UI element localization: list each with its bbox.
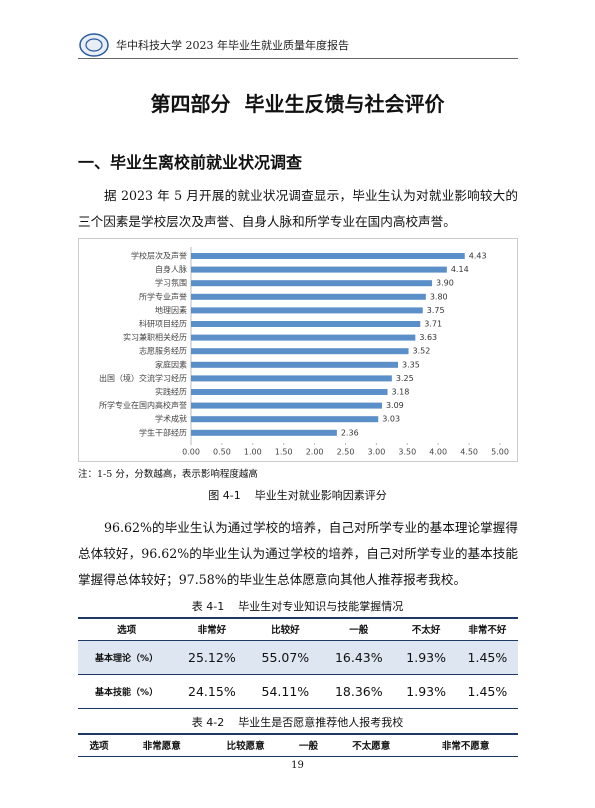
y-tick-label: 学术成就 [155,414,187,424]
data-label: 3.80 [430,292,448,301]
cell: 1.45% [467,683,508,699]
header-cell: 选项 [117,625,137,637]
bar [191,389,388,395]
y-tick-label: 科研项目经历 [139,319,187,329]
paragraph: 据 2023 年 5 月开展的就业状况调查显示，毕业生认为对就业影响较大的三个因… [78,188,518,229]
x-tick-label: 1.00 [244,448,262,457]
data-label: 3.71 [424,320,442,329]
data-label: 3.18 [392,388,410,397]
table: 选项 非常愿意 比较愿意 一般 不太愿意 非常不愿意 [78,733,518,757]
header-rule [78,58,518,59]
bar [191,361,399,368]
data-label: 3.63 [419,333,437,342]
paragraph: 96.62%的毕业生认为通过学校的培养，自己对所学专业的基本理论掌握得总体较好，… [78,520,518,587]
logo [79,33,109,57]
header-cell: 非常好 [197,625,227,637]
chart-frame [78,238,518,462]
data-label: 3.25 [396,374,414,383]
header-cell: 一般 [349,625,369,637]
header-cell: 非常不愿意 [441,741,490,753]
header-row: 选项 非常好 比较好 一般 不太好 非常不好 [78,618,518,640]
data-label: 3.75 [427,306,445,315]
data-label: 4.43 [469,252,487,261]
data-label: 3.90 [436,279,454,288]
bar [191,416,379,423]
x-tick-label: 4.00 [429,448,447,457]
bar [191,253,465,259]
y-tick-label: 学生干部经历 [139,427,187,437]
cell: 54.11% [261,683,310,699]
bar [191,321,421,327]
heading: 第四部分 毕业生反馈与社会评价 [150,92,445,116]
cell: 基本技能（%） [95,687,159,698]
figure-caption: 图 4-1 毕业生对就业影响因素评分 [208,489,387,502]
header-cell: 比较愿意 [226,741,265,753]
y-tick-label: 所学专业在国内高校声誉 [99,400,187,410]
bar [191,334,416,341]
header-cell: 选项 [89,741,109,753]
cell: 1.45% [467,649,508,665]
chart: 0.00 0.50 1.00 1.50 2.00 2.50 3.00 3.50 4.00 4.50… [78,238,518,462]
data-label: 2.36 [341,428,359,437]
header-row: 选项 非常愿意 比较愿意 一般 不太愿意 非常不愿意 [78,734,518,756]
row: 基本技能（%） 24.15% 54.11% 18.36% 1.93% 1.45% [78,674,518,708]
data-label: 3.52 [413,347,431,356]
cell: 1.93% [406,683,446,699]
section-heading: 一、毕业生离校前就业状况调查 [78,153,303,172]
bar [191,429,337,436]
table-caption: 表 4-1 毕业生对专业知识与技能掌握情况 [191,600,404,613]
cell: 1.93% [406,649,446,665]
y-tick-label: 出国（境）交流学习经历 [99,373,187,383]
y-tick-label: 实习兼职相关经历 [123,332,187,342]
x-tick-label: 0.00 [182,448,200,457]
data-label: 3.35 [402,360,420,369]
table-caption: 表 4-2 毕业生是否愿意推荐他人报考我校 [191,716,404,729]
y-tick-label: 学校层次及声誉 [131,251,187,261]
x-tick-label: 2.00 [306,448,324,457]
row: 基本理论（%） 25.12% 55.07% 16.43% 1.93% 1.45% [78,640,518,674]
y-tick-label: 地理因素 [155,305,187,315]
data-label: 3.09 [386,401,404,410]
header-cell: 一般 [298,741,318,753]
bar [191,402,382,409]
y-tick-label: 学习氛围 [155,278,187,288]
data-label: 4.14 [451,265,469,274]
cell: 55.07% [261,649,310,665]
y-tick-label: 所学专业声誉 [139,291,187,301]
x-tick-label: 2.50 [337,448,355,457]
table: 选项 非常好 比较好 一般 不太好 非常不好基本理论（%） 25.12% 55.07% 16.4… [78,617,518,709]
x-tick-label: 3.00 [367,448,385,457]
note: 注：1-5 分，分数越高，表示影响程度越高 [78,469,258,480]
cell: 25.12% [188,649,236,665]
header-title: 华中科技大学 2023 年毕业生就业质量年度报告 [116,39,349,52]
cell: 18.36% [334,683,383,699]
x-tick-label: 3.50 [398,448,416,457]
header-cell: 非常不好 [468,625,507,637]
bar [191,348,409,355]
y-tick-label: 自身人脉 [155,264,187,274]
page-number: 19 [291,760,304,771]
bar [191,293,426,300]
x-tick-label: 1.50 [275,448,293,457]
y-tick-label: 实践经历 [155,387,187,397]
bar [191,266,447,273]
header-cell: 非常愿意 [142,741,181,753]
header-cell: 不太愿意 [352,741,391,753]
x-tick-label: 5.00 [491,448,509,457]
header-cell: 不太好 [411,625,441,637]
bar [191,280,433,287]
x-tick-label: 0.50 [213,448,231,457]
x-tick-label: 4.50 [460,448,478,457]
y-tick-label: 志愿服务经历 [139,346,187,356]
data-label: 3.03 [382,415,400,424]
y-tick-label: 家庭因素 [155,359,187,369]
cell: 基本理论（%） [95,653,159,664]
cell: 16.43% [334,649,383,665]
bar [191,307,423,314]
bar [191,375,392,382]
header-cell: 比较好 [271,625,300,637]
cell: 24.15% [188,683,236,699]
